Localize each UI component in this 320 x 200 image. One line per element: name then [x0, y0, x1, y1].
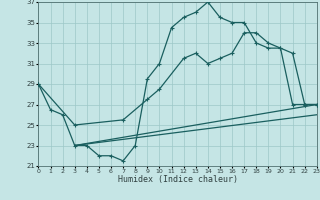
- X-axis label: Humidex (Indice chaleur): Humidex (Indice chaleur): [118, 175, 238, 184]
